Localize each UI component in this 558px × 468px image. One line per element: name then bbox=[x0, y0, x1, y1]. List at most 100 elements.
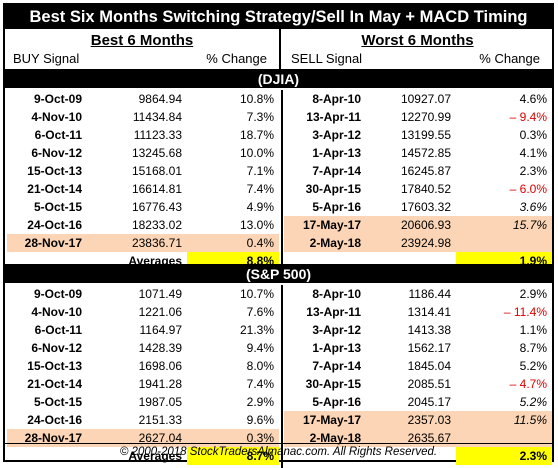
buy-pct-change-column-header: % Change bbox=[206, 51, 267, 66]
table-row: 8-Apr-10 1186.44 2.9% bbox=[284, 285, 552, 303]
table-row: 15-Oct-13 1698.06 8.0% bbox=[7, 357, 279, 375]
buy-date: 28-Nov-17 bbox=[7, 429, 87, 447]
sell-date: 8-Apr-10 bbox=[312, 92, 361, 106]
sell-date: 8-Apr-10 bbox=[312, 287, 361, 301]
sell-date: 2-May-18 bbox=[284, 234, 366, 252]
buy-pct-change: 7.4% bbox=[246, 182, 274, 196]
buy-date: 5-Oct-15 bbox=[33, 200, 82, 214]
buy-index-value: 1987.05 bbox=[138, 395, 182, 409]
table-row: 17-May-17 2357.03 11.5% bbox=[284, 411, 552, 429]
sell-date: 5-Apr-16 bbox=[312, 395, 361, 409]
sell-index-value: 23924.98 bbox=[366, 234, 456, 252]
best-six-months-title: Best 6 Months bbox=[90, 32, 194, 49]
buy-date: 4-Nov-10 bbox=[31, 305, 82, 319]
buy-index-value: 1941.28 bbox=[138, 377, 182, 391]
buy-pct-change: 9.6% bbox=[246, 413, 274, 427]
buy-date: 9-Oct-09 bbox=[33, 92, 82, 106]
table-row: 21-Oct-14 1941.28 7.4% bbox=[7, 375, 279, 393]
table-row: 6-Nov-12 13245.68 10.0% bbox=[7, 144, 279, 162]
sell-date: 3-Apr-12 bbox=[312, 323, 361, 337]
sell-index-value: 13199.55 bbox=[400, 128, 451, 142]
sell-index-value: 2357.03 bbox=[366, 411, 456, 429]
sell-pct-change: 15.7% bbox=[456, 216, 552, 234]
buy-index-value: 1428.39 bbox=[138, 341, 182, 355]
table-row: 28-Nov-17 2627.04 0.3% bbox=[7, 429, 279, 447]
table-row: 5-Oct-15 1987.05 2.9% bbox=[7, 393, 279, 411]
sell-date: 1-Apr-13 bbox=[312, 341, 361, 355]
worst-six-months-header: Worst 6 Months SELL Signal % Change bbox=[283, 29, 552, 69]
buy-pct-change: 2.9% bbox=[246, 395, 274, 409]
sell-pct-change: – 11.4% bbox=[503, 305, 547, 319]
sell-date: 2-May-18 bbox=[284, 429, 366, 447]
sell-pct-change bbox=[456, 429, 552, 447]
sell-date: 3-Apr-12 bbox=[312, 128, 361, 142]
buy-index-value: 15168.01 bbox=[131, 164, 182, 178]
buy-pct-change: 21.3% bbox=[239, 323, 274, 337]
sell-pct-change: 11.5% bbox=[456, 411, 552, 429]
buy-average-value: 8.7% bbox=[187, 447, 279, 465]
table-row: 4-Nov-10 11434.84 7.3% bbox=[7, 108, 279, 126]
table-row: 3-Apr-12 13199.55 0.3% bbox=[284, 126, 552, 144]
best-six-months-header: Best 6 Months BUY Signal % Change bbox=[5, 29, 281, 69]
table-row: 6-Oct-11 11123.33 18.7% bbox=[7, 126, 279, 144]
table-row: 6-Oct-11 1164.97 21.3% bbox=[7, 321, 279, 339]
averages-row: 2.3% bbox=[284, 447, 552, 465]
buy-pct-change: 7.3% bbox=[246, 110, 274, 124]
sell-index-value: 2635.67 bbox=[366, 429, 456, 447]
buy-pct-change: 13.0% bbox=[239, 218, 274, 232]
table-row: 21-Oct-14 16614.81 7.4% bbox=[7, 180, 279, 198]
table-row: 30-Apr-15 17840.52 – 6.0% bbox=[284, 180, 552, 198]
sell-date: 1-Apr-13 bbox=[312, 146, 361, 160]
buy-pct-change: 18.7% bbox=[239, 128, 274, 142]
table-row: 5-Oct-15 16776.43 4.9% bbox=[7, 198, 279, 216]
sell-index-value: 2045.17 bbox=[407, 395, 451, 409]
sell-index-value: 1314.41 bbox=[407, 305, 451, 319]
column-divider bbox=[281, 90, 283, 273]
sell-pct-change: – 4.7% bbox=[509, 377, 547, 391]
buy-date: 21-Oct-14 bbox=[27, 182, 82, 196]
table-row: 7-Apr-14 16245.87 2.3% bbox=[284, 162, 552, 180]
buy-pct-change: 10.7% bbox=[239, 287, 274, 301]
sell-pct-change: 3.6% bbox=[519, 200, 547, 214]
buy-index-value: 11434.84 bbox=[132, 110, 182, 124]
sell-date: 17-May-17 bbox=[284, 216, 366, 234]
table-row: 3-Apr-12 1413.38 1.1% bbox=[284, 321, 552, 339]
table-row: 15-Oct-13 15168.01 7.1% bbox=[7, 162, 279, 180]
buy-date: 15-Oct-13 bbox=[27, 359, 82, 373]
sell-date: 30-Apr-15 bbox=[305, 182, 361, 196]
buy-date: 28-Nov-17 bbox=[7, 234, 87, 252]
table-row: 2-May-18 23924.98 bbox=[284, 234, 552, 252]
sell-index-value: 12270.99 bbox=[400, 110, 451, 124]
buy-signal-table: 9-Oct-09 1071.49 10.7% 4-Nov-10 1221.06 7.6% 6… bbox=[7, 285, 279, 465]
sell-date: 7-Apr-14 bbox=[312, 359, 361, 373]
sell-date: 5-Apr-16 bbox=[312, 200, 361, 214]
sell-index-value: 1186.44 bbox=[408, 287, 452, 301]
sell-pct-change-column-header: % Change bbox=[479, 51, 540, 66]
table-row: 28-Nov-17 23836.71 0.4% bbox=[7, 234, 279, 252]
buy-pct-change: 10.8% bbox=[239, 92, 274, 106]
sell-index-value: 17840.52 bbox=[400, 182, 451, 196]
sell-index-value: 16245.87 bbox=[400, 164, 451, 178]
table-row: 1-Apr-13 14572.85 4.1% bbox=[284, 144, 552, 162]
section-bar-0: (DJIA) bbox=[5, 69, 552, 88]
averages-label: Averages bbox=[128, 449, 182, 463]
sell-signal-table: 8-Apr-10 10927.07 4.6% 13-Apr-11 12270.99 – 9… bbox=[284, 90, 552, 270]
table-row: 2-May-18 2635.67 bbox=[284, 429, 552, 447]
sell-date: 7-Apr-14 bbox=[312, 164, 361, 178]
sell-date: 30-Apr-15 bbox=[305, 377, 361, 391]
buy-date: 21-Oct-14 bbox=[27, 377, 82, 391]
sell-pct-change: 0.3% bbox=[519, 128, 547, 142]
buy-index-value: 9864.94 bbox=[138, 92, 182, 106]
buy-pct-change: 7.6% bbox=[246, 305, 274, 319]
buy-index-value: 18233.02 bbox=[131, 218, 182, 232]
sell-pct-change: 5.2% bbox=[519, 359, 547, 373]
sell-pct-change: 2.3% bbox=[519, 164, 547, 178]
table-row: 7-Apr-14 1845.04 5.2% bbox=[284, 357, 552, 375]
sell-index-value: 14572.85 bbox=[400, 146, 451, 160]
sell-pct-change: 2.9% bbox=[519, 287, 547, 301]
sell-index-value: 1845.04 bbox=[407, 359, 451, 373]
buy-pct-change: 4.9% bbox=[246, 200, 274, 214]
sell-pct-change: 4.6% bbox=[519, 92, 547, 106]
buy-date: 15-Oct-13 bbox=[27, 164, 82, 178]
table-row: 24-Oct-16 18233.02 13.0% bbox=[7, 216, 279, 234]
